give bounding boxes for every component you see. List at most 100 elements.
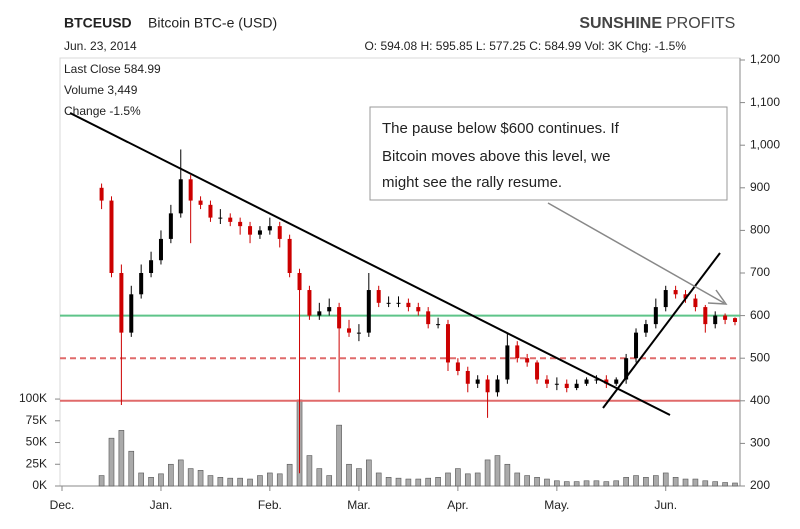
- candle-body: [366, 290, 371, 333]
- candle-body: [139, 273, 144, 295]
- candle-body: [406, 302, 411, 308]
- y2-tick-label: 50K: [26, 435, 47, 449]
- volume-bar: [148, 477, 154, 487]
- x-tick-label: Mar.: [347, 498, 370, 512]
- candle-body: [228, 217, 233, 222]
- volume-bar: [464, 473, 471, 487]
- y-tick-label: 200: [750, 478, 770, 492]
- candle-body: [465, 370, 470, 384]
- x-tick-label: Jun.: [654, 498, 677, 512]
- volume-bar: [346, 463, 352, 487]
- candle-body: [535, 362, 540, 380]
- y2-tick-label: 75K: [26, 413, 47, 427]
- y-tick-label: 300: [750, 436, 770, 450]
- volume-bar: [207, 475, 214, 487]
- volume-bar: [573, 481, 580, 487]
- candle-body: [119, 273, 124, 333]
- volume-bar: [108, 437, 115, 487]
- candle-body: [594, 379, 599, 381]
- candle-body: [327, 307, 332, 312]
- volume-bar: [98, 475, 105, 487]
- candle-body: [683, 294, 688, 299]
- candle-body: [584, 379, 589, 384]
- candle-body: [426, 311, 431, 325]
- candle-body: [653, 307, 658, 325]
- y-tick-label: 500: [750, 350, 770, 364]
- candle-body: [485, 379, 490, 393]
- candle-body: [168, 213, 173, 239]
- logo-light: PROFITS: [666, 15, 735, 32]
- volume-bar: [385, 477, 392, 487]
- volume-bar: [563, 481, 570, 487]
- volume-bar: [504, 463, 511, 487]
- annotation: The pause below $600 continues. If: [382, 120, 620, 137]
- volume-bar: [662, 472, 669, 487]
- volume-bar: [653, 475, 659, 487]
- candle-body: [713, 315, 718, 325]
- volume-bar: [494, 455, 501, 487]
- volume-bar: [445, 472, 451, 487]
- y-tick-label: 600: [750, 308, 770, 322]
- volume-bar: [177, 459, 184, 487]
- volume-bar: [168, 463, 174, 487]
- logo-bold: SUNSHINE: [579, 15, 662, 32]
- candle-body: [495, 379, 500, 393]
- trendline: [69, 112, 671, 416]
- y-tick-label: 1,100: [750, 95, 780, 109]
- candle-body: [733, 318, 737, 322]
- candle-body: [604, 379, 609, 384]
- candle-body: [208, 204, 213, 218]
- candle-body: [238, 221, 243, 227]
- candle-body: [614, 379, 619, 384]
- volume-bar: [435, 477, 441, 487]
- candle-body: [673, 290, 678, 295]
- volume-bar: [544, 478, 550, 487]
- volume-bar: [405, 478, 412, 487]
- candle-body: [347, 328, 352, 333]
- trendline: [602, 252, 721, 409]
- candle-body: [178, 179, 183, 214]
- volume-bar: [613, 480, 620, 487]
- candle-body: [554, 383, 559, 385]
- volume-bar: [286, 463, 293, 487]
- candle-body: [109, 200, 114, 273]
- symbol: BTCEUSD: [64, 15, 132, 31]
- y-tick-label: 700: [750, 265, 770, 279]
- volume-bar: [276, 473, 283, 487]
- candle-body: [337, 307, 342, 329]
- volume-bar: [603, 481, 610, 487]
- x-tick-label: May.: [544, 498, 569, 512]
- y-tick-label: 800: [750, 223, 770, 237]
- candle-body: [248, 226, 253, 235]
- candle-body: [287, 238, 292, 273]
- candle-body: [267, 226, 272, 231]
- volume-bar: [336, 424, 342, 487]
- x-tick-label: Feb.: [258, 498, 282, 512]
- volume-bar: [633, 475, 639, 487]
- instrument-name: Bitcoin BTC-e (USD): [148, 15, 277, 31]
- candle-body: [544, 379, 549, 384]
- volume-bar: [267, 472, 273, 487]
- candle-body: [663, 290, 668, 308]
- volume-bar: [682, 478, 689, 487]
- volume-bar: [257, 475, 263, 487]
- volume-bar: [623, 477, 629, 487]
- volume-bar: [514, 472, 521, 487]
- y2-tick-label: 100K: [19, 391, 47, 405]
- candle-body: [317, 311, 322, 316]
- candle-body: [376, 290, 381, 303]
- y2-tick-label: 0K: [32, 478, 47, 492]
- info: Volume 3,449: [64, 83, 138, 97]
- arrow: [547, 202, 725, 304]
- volume-bar: [138, 472, 144, 487]
- candle-body: [356, 332, 361, 334]
- volume-bar: [395, 477, 402, 487]
- annotation: might see the rally resume.: [382, 174, 562, 191]
- y-tick-label: 900: [750, 180, 770, 194]
- candle-body: [624, 358, 629, 380]
- volume-bar: [425, 477, 431, 487]
- date: Jun. 23, 2014: [64, 39, 137, 53]
- candle-body: [475, 379, 480, 384]
